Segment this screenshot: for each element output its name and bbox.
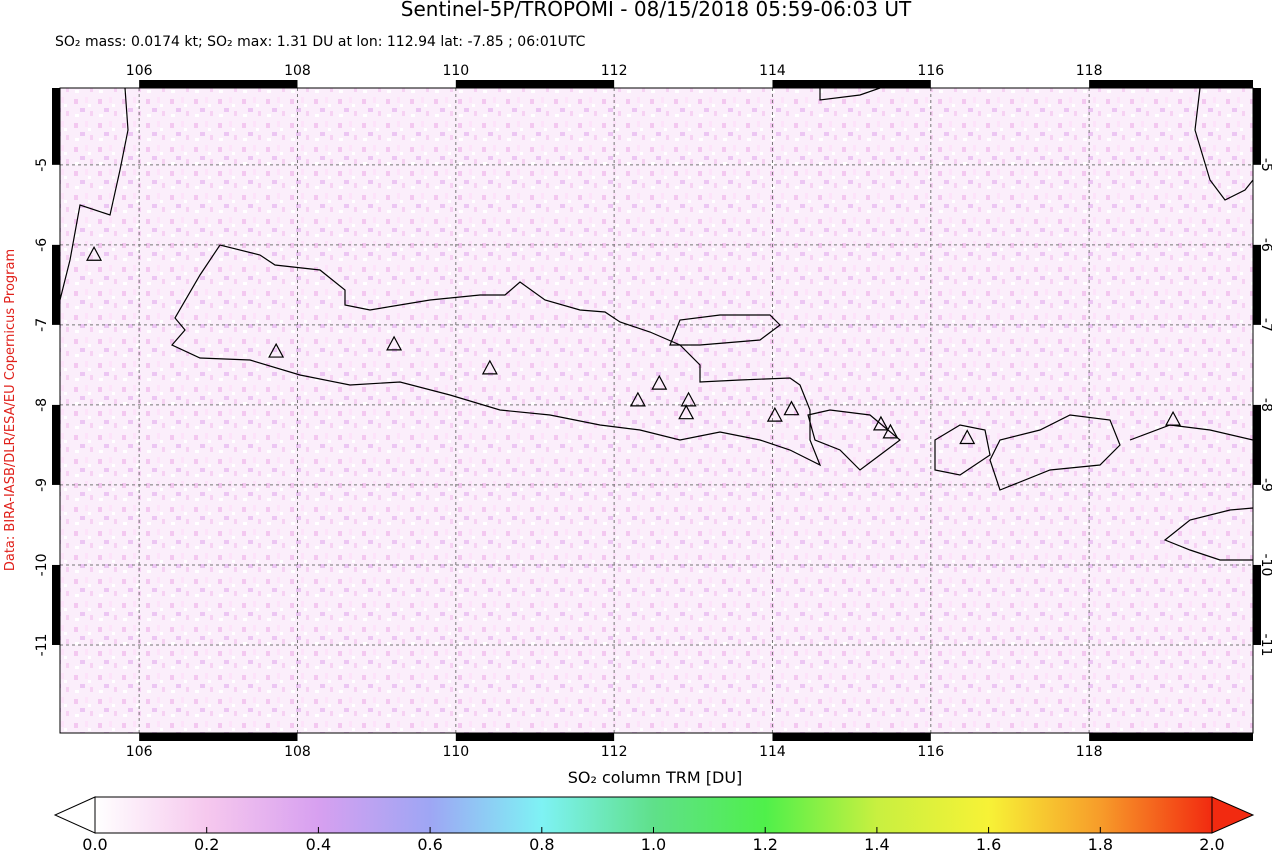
y-tick-label: -10: [1258, 554, 1272, 577]
colorbar-tick-label: 1.0: [641, 835, 666, 853]
volcano: [386, 335, 403, 351]
colorbar-tick-label: 0.6: [417, 835, 442, 853]
colorbar-tick-label: 1.4: [864, 835, 889, 853]
title: Sentinel-5P/TROPOMI - 08/15/2018 05:59-0…: [401, 0, 912, 21]
colorbar-tick-label: 0.8: [529, 835, 554, 853]
x-tick-label: 112: [601, 744, 628, 760]
frame-bar: [1253, 88, 1261, 165]
coast-sumba: [1163, 507, 1253, 561]
y-tick-label: -8: [1258, 398, 1272, 412]
x-tick-label: 114: [759, 744, 786, 760]
y-tick-label: -6: [1258, 238, 1272, 252]
x-tick-label: 110: [442, 63, 469, 79]
volcano: [766, 406, 783, 422]
coastlines: [60, 88, 1253, 561]
x-tick-label: 108: [284, 744, 311, 760]
frame-bar: [139, 733, 298, 741]
frame-bar: [1253, 404, 1261, 485]
colorbar-over: [1211, 796, 1255, 834]
y-tick-label: -7: [1258, 318, 1272, 332]
colorbar-label: SO₂ column TRM [DU]: [568, 768, 743, 787]
volcano: [680, 391, 697, 407]
colorbar-tick-label: 1.6: [976, 835, 1001, 853]
volcano: [1165, 410, 1182, 426]
volcano: [783, 400, 800, 416]
frame-bar: [1253, 244, 1261, 325]
coast-sulawesi: [1194, 88, 1253, 201]
x-tick-label: 106: [126, 63, 153, 79]
frame-bars: [52, 80, 1261, 741]
frame-bar: [455, 733, 615, 741]
volcano: [651, 374, 668, 390]
y-tick-label: -10: [34, 554, 50, 577]
frame-bar: [52, 404, 60, 485]
x-tick-label: 116: [917, 744, 944, 760]
coast-madura: [669, 314, 781, 346]
colorbar-ticks: 0.0 0.2 0.4 0.6 0.8 1.0 1.2 1.4 1.6 1.8 2.0: [82, 827, 1225, 854]
map-background: [60, 88, 1253, 733]
frame-bar: [1253, 564, 1261, 645]
y-tick-label: -11: [1258, 634, 1272, 657]
frame-bar: [52, 244, 60, 325]
x-tick-label: 106: [126, 744, 153, 760]
frame-bar: [772, 80, 931, 88]
volcano: [678, 404, 695, 420]
volcano: [959, 429, 976, 445]
volcano: [268, 342, 285, 358]
colorbar-tick-label: 0.4: [306, 835, 331, 853]
x-tick-label: 114: [759, 63, 786, 79]
y-tick-label: -6: [34, 238, 50, 252]
coast-bali: [807, 409, 901, 471]
coast-flores: [1129, 424, 1253, 441]
credit: Data: BIRA-IASB/DLR/ESA/EU Copernicus Pr…: [3, 249, 18, 571]
volcano: [629, 391, 646, 407]
grid-layer: [60, 88, 1253, 733]
y-tick-label: -8: [34, 398, 50, 412]
y-tick-label: -9: [1258, 478, 1272, 492]
volcano: [872, 415, 889, 431]
colorbar-under: [53, 796, 96, 834]
x-tick-label: 118: [1076, 744, 1103, 760]
coast-java: [171, 244, 822, 467]
frame-bar: [1089, 733, 1253, 741]
coast-sumatra: [60, 88, 129, 301]
colorbar-tick-label: 0.0: [82, 835, 107, 853]
y-tick-label: -7: [34, 318, 50, 332]
x-tick-label: 118: [1076, 63, 1103, 79]
volcano-layer: [86, 245, 1182, 445]
volcano: [481, 359, 498, 375]
colorbar-tick-label: 1.2: [752, 835, 777, 853]
y-tick-label: -5: [1258, 158, 1272, 172]
frame-bar: [455, 80, 615, 88]
frame-bar: [52, 564, 60, 645]
y-tick-label: -9: [34, 478, 50, 492]
x-tick-label: 112: [601, 63, 628, 79]
frame-bar: [772, 733, 931, 741]
colorbar-tick-label: 1.8: [1088, 835, 1113, 853]
frame-bar: [52, 88, 60, 165]
colorbar-tick-label: 0.2: [194, 835, 219, 853]
y-tick-label: -5: [34, 158, 50, 172]
x-tick-label: 110: [442, 744, 469, 760]
frame-bar: [1089, 80, 1253, 88]
volcano: [86, 245, 103, 261]
coast-borneo: [819, 88, 881, 101]
coast-sumbawa: [989, 414, 1121, 491]
frame-bar: [139, 80, 298, 88]
colorbar-tick-label: 2.0: [1199, 835, 1224, 853]
coast-lombok: [934, 424, 991, 476]
y-tick-label: -11: [34, 634, 50, 657]
volcano: [882, 423, 899, 439]
x-tick-label: 116: [917, 63, 944, 79]
x-tick-label: 108: [284, 63, 311, 79]
subtitle: SO₂ mass: 0.0174 kt; SO₂ max: 1.31 DU at…: [55, 34, 586, 50]
